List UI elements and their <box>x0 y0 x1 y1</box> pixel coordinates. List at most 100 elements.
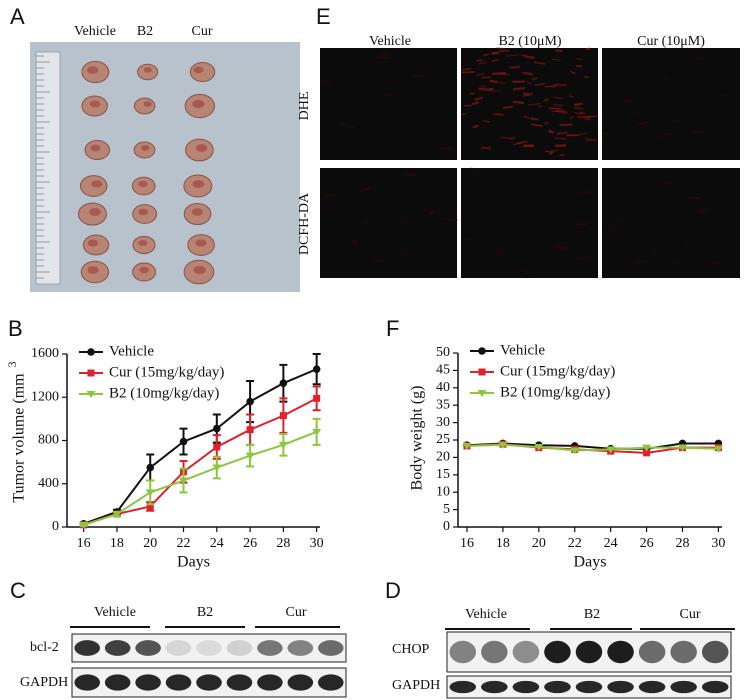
marker <box>112 511 122 519</box>
signal <box>569 116 574 120</box>
band <box>165 674 192 691</box>
y-tick-label: 35 <box>436 397 450 412</box>
series-line <box>83 397 318 526</box>
band <box>512 640 540 664</box>
signal <box>634 112 640 116</box>
tumor <box>133 97 156 115</box>
legend-marker <box>86 391 96 398</box>
panel-label: E <box>316 4 331 29</box>
marker <box>278 441 288 449</box>
tumor-spot <box>191 208 203 216</box>
panel-label: B <box>8 316 23 341</box>
y-tick-label: 15 <box>436 467 450 482</box>
signal <box>322 81 331 84</box>
signal <box>493 252 506 257</box>
legend-marker <box>87 348 95 356</box>
tumor-spot <box>89 208 101 216</box>
signal <box>352 240 358 243</box>
signal <box>685 244 691 248</box>
y-tick-label: 1600 <box>31 346 59 361</box>
marker <box>279 379 288 387</box>
legend-marker <box>87 369 95 377</box>
y-tick-label: 40 <box>436 380 450 395</box>
y-tick-label: 20 <box>436 450 450 465</box>
signal <box>524 168 533 171</box>
tumor-spot <box>87 66 99 74</box>
signal <box>526 81 532 85</box>
signal <box>478 87 493 92</box>
group-label: B2 <box>197 605 213 620</box>
band <box>104 674 131 691</box>
marker <box>312 428 322 436</box>
x-tick-label: 18 <box>496 536 510 551</box>
signal <box>404 173 418 177</box>
signal <box>577 257 591 261</box>
micrograph <box>320 168 457 278</box>
signal <box>691 130 703 133</box>
signal <box>603 228 616 233</box>
signal <box>339 123 351 127</box>
row-label: DHE <box>297 92 312 121</box>
x-tick-label: 16 <box>77 536 91 551</box>
signal <box>480 146 492 150</box>
x-axis-label: Days <box>177 554 210 571</box>
band <box>317 640 344 656</box>
marker <box>677 444 687 452</box>
legend-label: Cur (15mg/kg/day) <box>500 363 615 379</box>
band <box>512 680 540 694</box>
band <box>544 640 571 664</box>
panel-label: C <box>10 578 26 603</box>
signal <box>423 64 429 67</box>
signal <box>472 124 479 129</box>
signal <box>568 94 575 98</box>
y-tick-label: 45 <box>436 363 450 378</box>
x-tick-label: 22 <box>177 536 191 551</box>
marker <box>643 449 651 457</box>
y-axis-label: Tumor volume (mm <box>11 373 28 503</box>
signal <box>443 218 458 221</box>
signal <box>575 57 583 61</box>
signal <box>556 131 568 136</box>
signal <box>491 71 506 76</box>
signal <box>573 107 583 110</box>
y-tick-label: 30 <box>436 415 450 430</box>
signal <box>461 67 472 71</box>
x-tick-label: 16 <box>460 536 474 551</box>
tumor-spot <box>141 145 150 151</box>
signal <box>574 112 583 115</box>
signal <box>559 123 573 127</box>
signal <box>698 209 708 212</box>
signal <box>471 100 480 106</box>
band <box>638 640 666 664</box>
signal <box>482 53 489 57</box>
signal <box>496 47 506 50</box>
legend-label: Vehicle <box>500 342 545 358</box>
column-label: B2 (10μM) <box>498 34 561 49</box>
signal <box>461 112 467 116</box>
signal <box>671 261 680 263</box>
column-label: Cur <box>192 24 213 39</box>
signal <box>461 71 475 74</box>
signal <box>440 147 454 151</box>
y-tick-label: 1200 <box>31 389 59 404</box>
tumor-spot <box>143 67 152 73</box>
row-label: DCFH-DA <box>297 192 312 255</box>
band <box>575 680 603 694</box>
band <box>257 674 283 691</box>
signal <box>579 111 586 115</box>
signal <box>481 76 491 79</box>
signal <box>615 218 629 223</box>
band <box>74 640 101 656</box>
row-label: bcl-2 <box>30 640 59 655</box>
micrograph <box>320 48 457 160</box>
band <box>575 640 603 664</box>
western-blots <box>70 626 735 699</box>
x-tick-label: 26 <box>640 536 654 551</box>
y-axis-label-superscript: 3 <box>5 361 19 367</box>
signal <box>670 119 680 122</box>
x-tick-label: 20 <box>532 536 546 551</box>
marker <box>462 442 472 450</box>
row-label: CHOP <box>392 642 430 657</box>
row-label: GAPDH <box>20 675 68 690</box>
signal <box>491 58 500 62</box>
